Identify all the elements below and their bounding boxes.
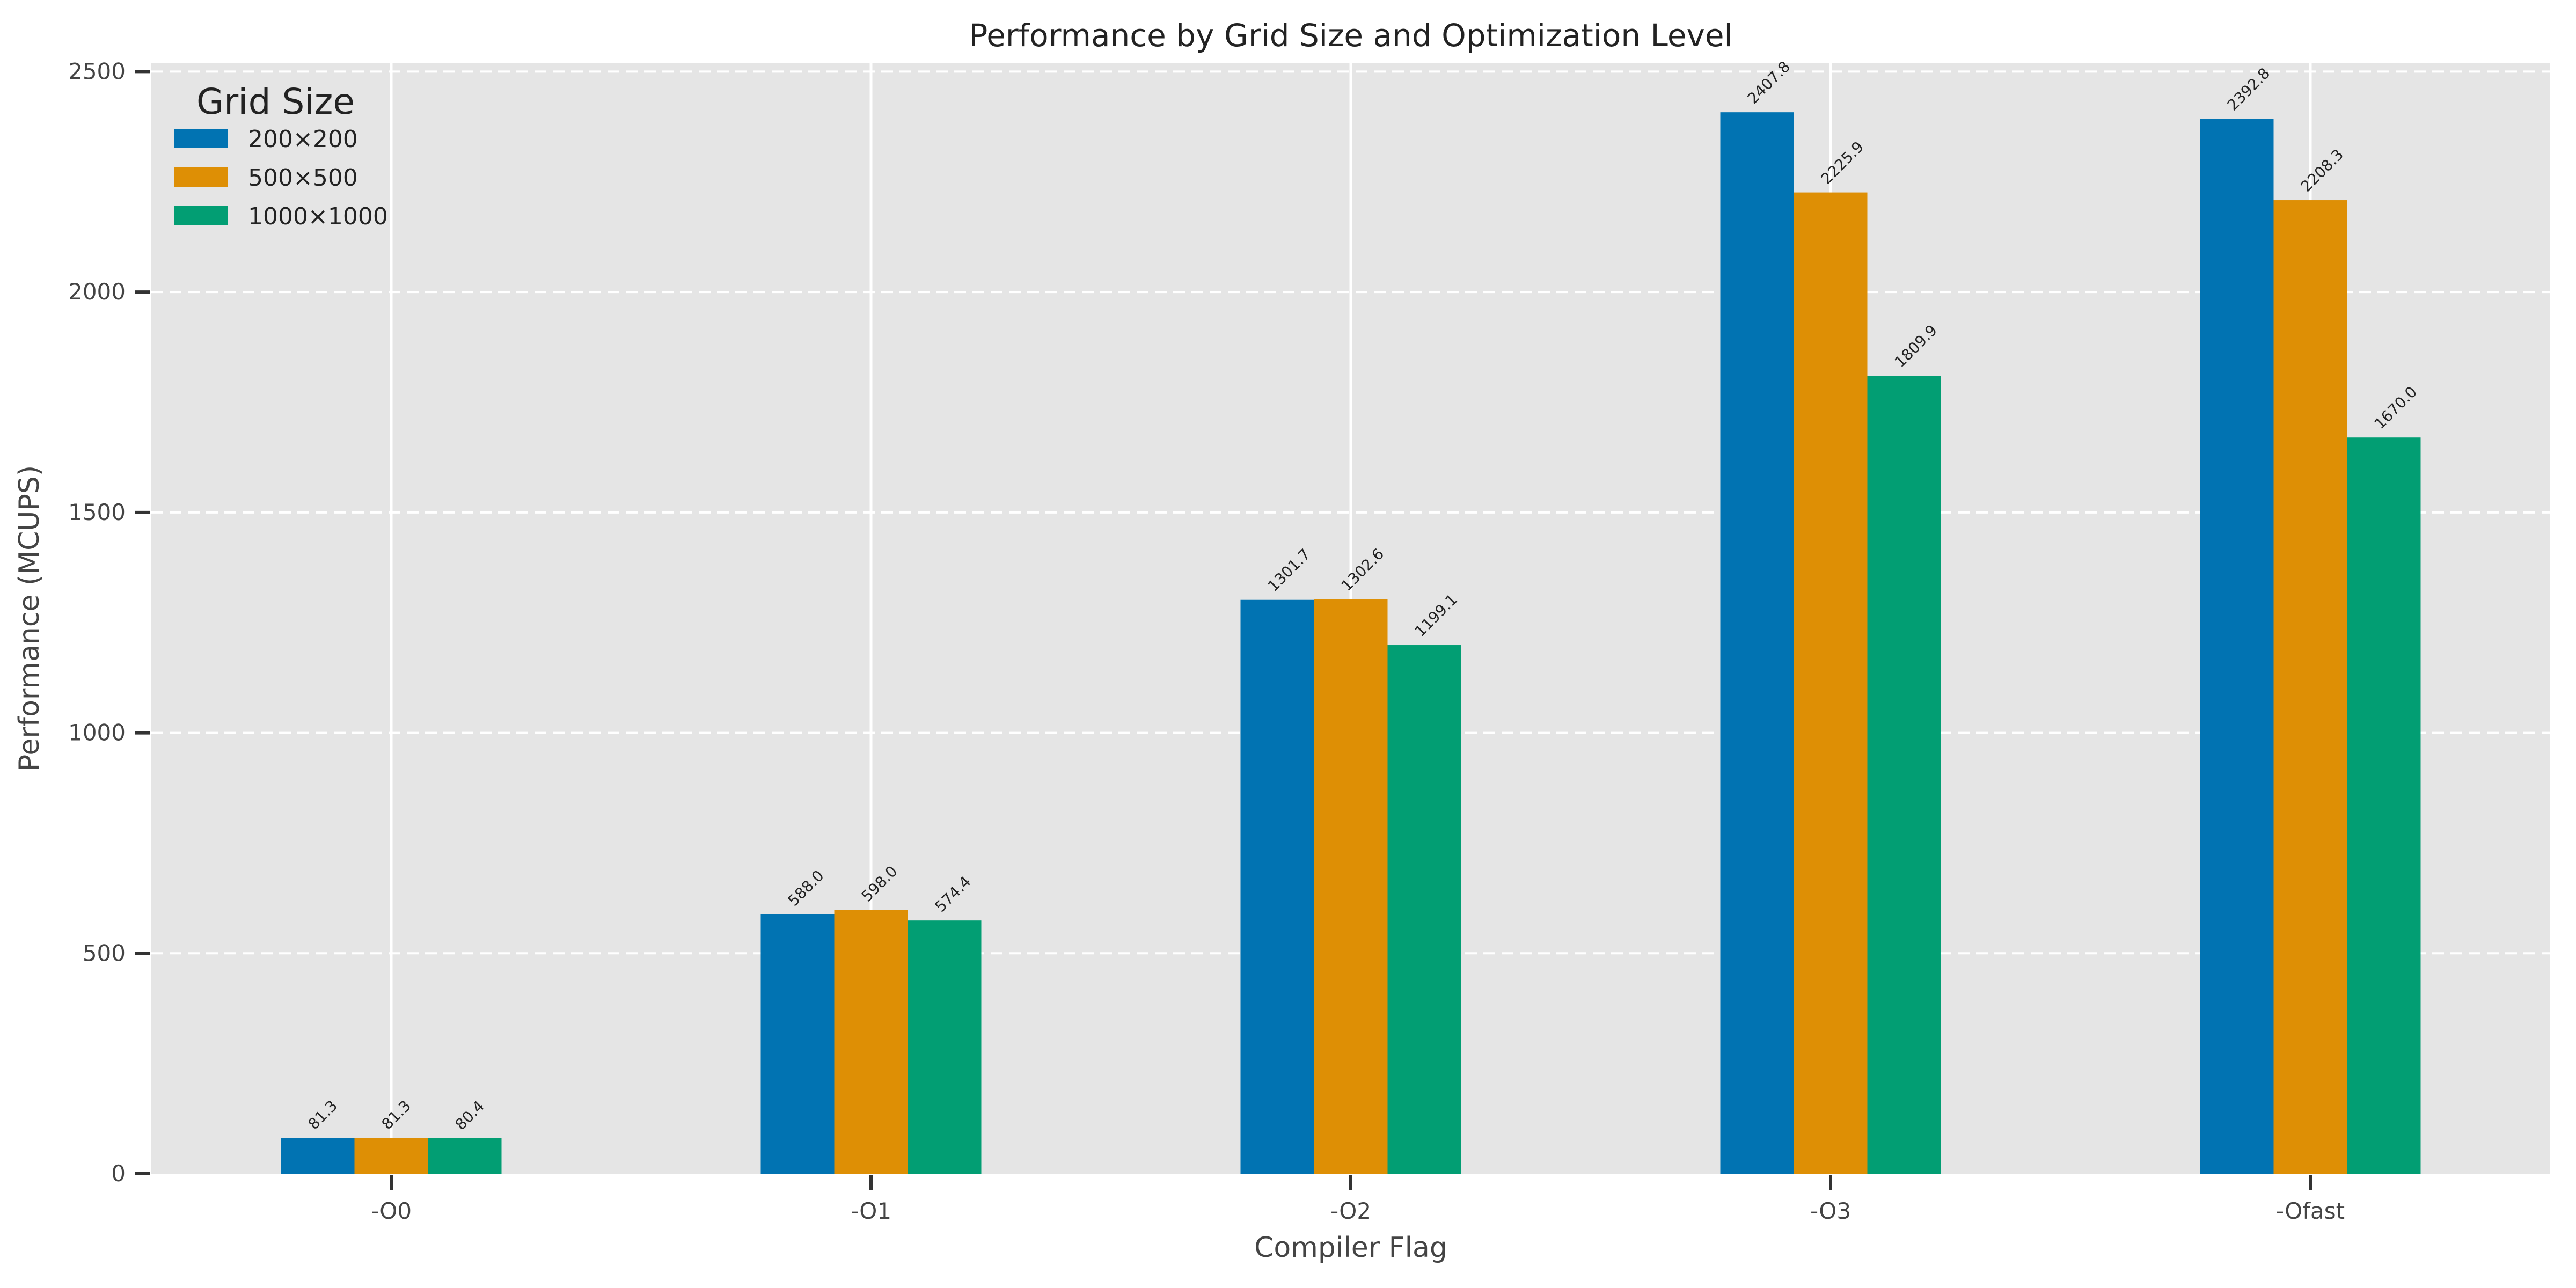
bar xyxy=(354,1138,428,1174)
bar xyxy=(1794,192,1868,1174)
bar xyxy=(1240,599,1314,1174)
y-tick-label: 1000 xyxy=(68,720,126,746)
y-tick-label: 500 xyxy=(83,940,126,966)
bar xyxy=(281,1138,355,1174)
legend-label: 200×200 xyxy=(248,126,358,153)
bar xyxy=(2273,200,2347,1174)
bar xyxy=(1314,599,1388,1174)
bar xyxy=(2347,437,2421,1174)
legend-swatch xyxy=(174,206,228,225)
bar xyxy=(2200,119,2274,1174)
y-tick-label: 1500 xyxy=(68,499,126,525)
bar xyxy=(760,914,835,1174)
legend-swatch xyxy=(174,167,228,187)
legend-title: Grid Size xyxy=(196,81,355,122)
chart-title: Performance by Grid Size and Optimizatio… xyxy=(969,17,1732,54)
legend-label: 500×500 xyxy=(248,164,358,192)
x-axis-title: Compiler Flag xyxy=(1254,1232,1447,1264)
bar xyxy=(834,910,908,1174)
bar xyxy=(1867,376,1941,1174)
bar xyxy=(1387,645,1461,1174)
y-tick-label: 2000 xyxy=(68,279,126,305)
legend: Grid Size 200×200 500×500 1000×1000 xyxy=(174,81,388,230)
bar xyxy=(1720,112,1794,1174)
y-axis-title: Performance (MCUPS) xyxy=(13,465,46,771)
legend-items: 200×200 500×500 1000×1000 xyxy=(174,126,388,230)
x-tick-label: -O1 xyxy=(851,1198,891,1224)
x-tick-label: -O3 xyxy=(1810,1198,1851,1224)
bars xyxy=(281,112,2421,1174)
y-tick-label: 2500 xyxy=(68,58,126,84)
axes: 0 500 1000 1500 2000 2500 -O0 -O1 -O2 -O3 -Ofast xyxy=(68,58,2345,1224)
x-tick-label: -O2 xyxy=(1330,1198,1371,1224)
y-tick-label: 0 xyxy=(111,1160,126,1187)
legend-swatch xyxy=(174,129,228,148)
bar xyxy=(428,1138,502,1174)
bar xyxy=(908,920,982,1174)
x-tick-label: -O0 xyxy=(371,1198,412,1224)
x-tick-label: -Ofast xyxy=(2276,1198,2345,1224)
legend-label: 1000×1000 xyxy=(248,203,388,230)
